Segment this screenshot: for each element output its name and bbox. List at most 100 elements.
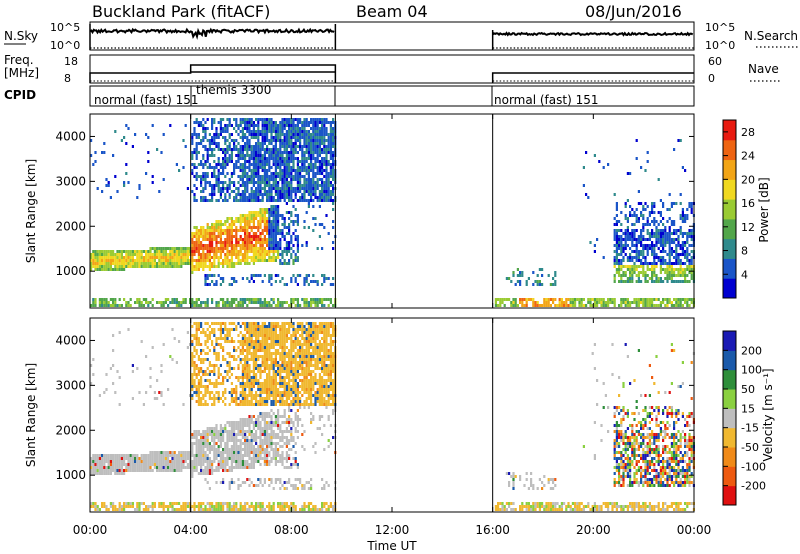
power-cell-1899 [279, 163, 282, 166]
power-cell-2599 [325, 196, 328, 199]
power-cell-1471 [257, 184, 260, 187]
power-cell-2172 [294, 229, 297, 232]
velocity-cell-25 [94, 466, 97, 469]
power-cell-3050 [631, 280, 634, 283]
velocity-cell-677 [206, 379, 209, 382]
power-cell-1339 [250, 175, 253, 178]
velocity-cell-74 [105, 469, 108, 472]
power-cell-2749 [519, 283, 522, 286]
power-cell-2248 [301, 127, 304, 130]
power-cell-417 [184, 256, 187, 259]
power-cell-3251 [655, 235, 658, 238]
power-cell-2744 [516, 280, 519, 283]
power-cell-2998 [626, 220, 629, 223]
power-cell-506 [195, 226, 198, 229]
power-cell-1067 [235, 145, 238, 148]
power-cell-2820 [565, 298, 568, 301]
power-cell-1753 [270, 304, 273, 307]
power-cell-2299 [303, 283, 306, 286]
velocity-cell-830 [217, 391, 220, 394]
velocity-cell-511 [195, 343, 198, 346]
velocity-cell-545 [197, 358, 200, 361]
power-cell-666 [206, 274, 209, 277]
velocity-cell-1049 [233, 442, 236, 445]
velocity-cell-1242 [246, 337, 249, 340]
power-cell-1168 [241, 151, 244, 154]
velocity-cell-1055 [233, 460, 236, 463]
power-cell-477 [193, 226, 196, 229]
power-cell-2128 [292, 157, 295, 160]
power-cell-174 [125, 301, 128, 304]
power-cell-1463 [257, 160, 260, 163]
nsearch-tick-bottom: 10^0 [705, 39, 735, 52]
power-cell-1081 [235, 232, 238, 235]
velocity-cell-891 [222, 394, 225, 397]
power-cell-3431 [677, 241, 680, 244]
power-cell-2006 [285, 145, 288, 148]
power-cell-3329 [664, 268, 667, 271]
velocity-cell-777 [213, 436, 216, 439]
power-cell-2610 [327, 148, 330, 151]
velocity-cell-804 [215, 430, 218, 433]
velocity-cell-1131 [239, 391, 242, 394]
freq-frame [89, 54, 695, 84]
velocity-cell-467 [191, 451, 194, 454]
velocity-cell-1250 [246, 361, 249, 364]
power-cell-192 [129, 298, 132, 301]
power-cell-1417 [255, 151, 258, 154]
power-cell-2441 [314, 166, 317, 169]
velocity-cell-813 [215, 469, 218, 472]
velocity-cell-10 [92, 358, 95, 361]
power-cell-2402 [312, 145, 315, 148]
velocity-cell-121 [116, 457, 119, 460]
power-cell-625 [204, 235, 207, 238]
power-cell-2169 [294, 208, 297, 211]
power-cell-2087 [290, 154, 293, 157]
power-cell-2009 [285, 154, 288, 157]
velocity-cell-330 [164, 451, 167, 454]
power-cell-145 [120, 139, 123, 142]
velocity-cell-1209 [244, 373, 247, 376]
power-cell-1441 [255, 247, 258, 250]
velocity-cell-12 [92, 454, 95, 457]
velocity-cell-476 [193, 322, 196, 325]
power-cell-2298 [303, 280, 306, 283]
power-cell-683 [208, 199, 211, 202]
power-cell-1143 [239, 217, 242, 220]
power-cell-582 [202, 163, 205, 166]
power-cell-1948 [281, 217, 284, 220]
velocity-cell-201 [136, 367, 139, 370]
power-cell-411 [182, 301, 185, 304]
power-cell-884 [222, 232, 225, 235]
power-cell-1793 [272, 259, 275, 262]
power-cell-3319 [664, 226, 667, 229]
power-cell-3327 [664, 259, 667, 262]
velocity-cell-594 [200, 442, 203, 445]
velocity-cell-213 [138, 460, 141, 463]
power-cell-1914 [279, 241, 282, 244]
velocity-cell-861 [219, 424, 222, 427]
power-cell-1543 [261, 142, 264, 145]
velocity-cell-381 [175, 457, 178, 460]
power-cell-2230 [299, 145, 302, 148]
velocity-cell-232 [142, 463, 145, 466]
power-cell-1849 [277, 148, 280, 151]
power-cell-426 [186, 256, 189, 259]
power-cell-2280 [303, 154, 306, 157]
power-cell-2893 [613, 235, 616, 238]
power-cell-3541 [690, 229, 693, 232]
power-cell-1291 [248, 139, 251, 142]
power-cell-1737 [270, 223, 273, 226]
power-cell-661 [206, 250, 209, 253]
power-cell-1275 [246, 244, 249, 247]
power-cell-2119 [292, 127, 295, 130]
power-cell-2288 [303, 181, 306, 184]
power-cell-26 [94, 265, 97, 268]
velocity-cell-915 [224, 337, 227, 340]
power-cell-526 [197, 142, 200, 145]
velocity-cell-855 [219, 343, 222, 346]
power-cell-1830 [274, 229, 277, 232]
power-cell-2407 [312, 163, 315, 166]
power-cell-2987 [624, 253, 627, 256]
velocity-cell-715 [208, 430, 211, 433]
